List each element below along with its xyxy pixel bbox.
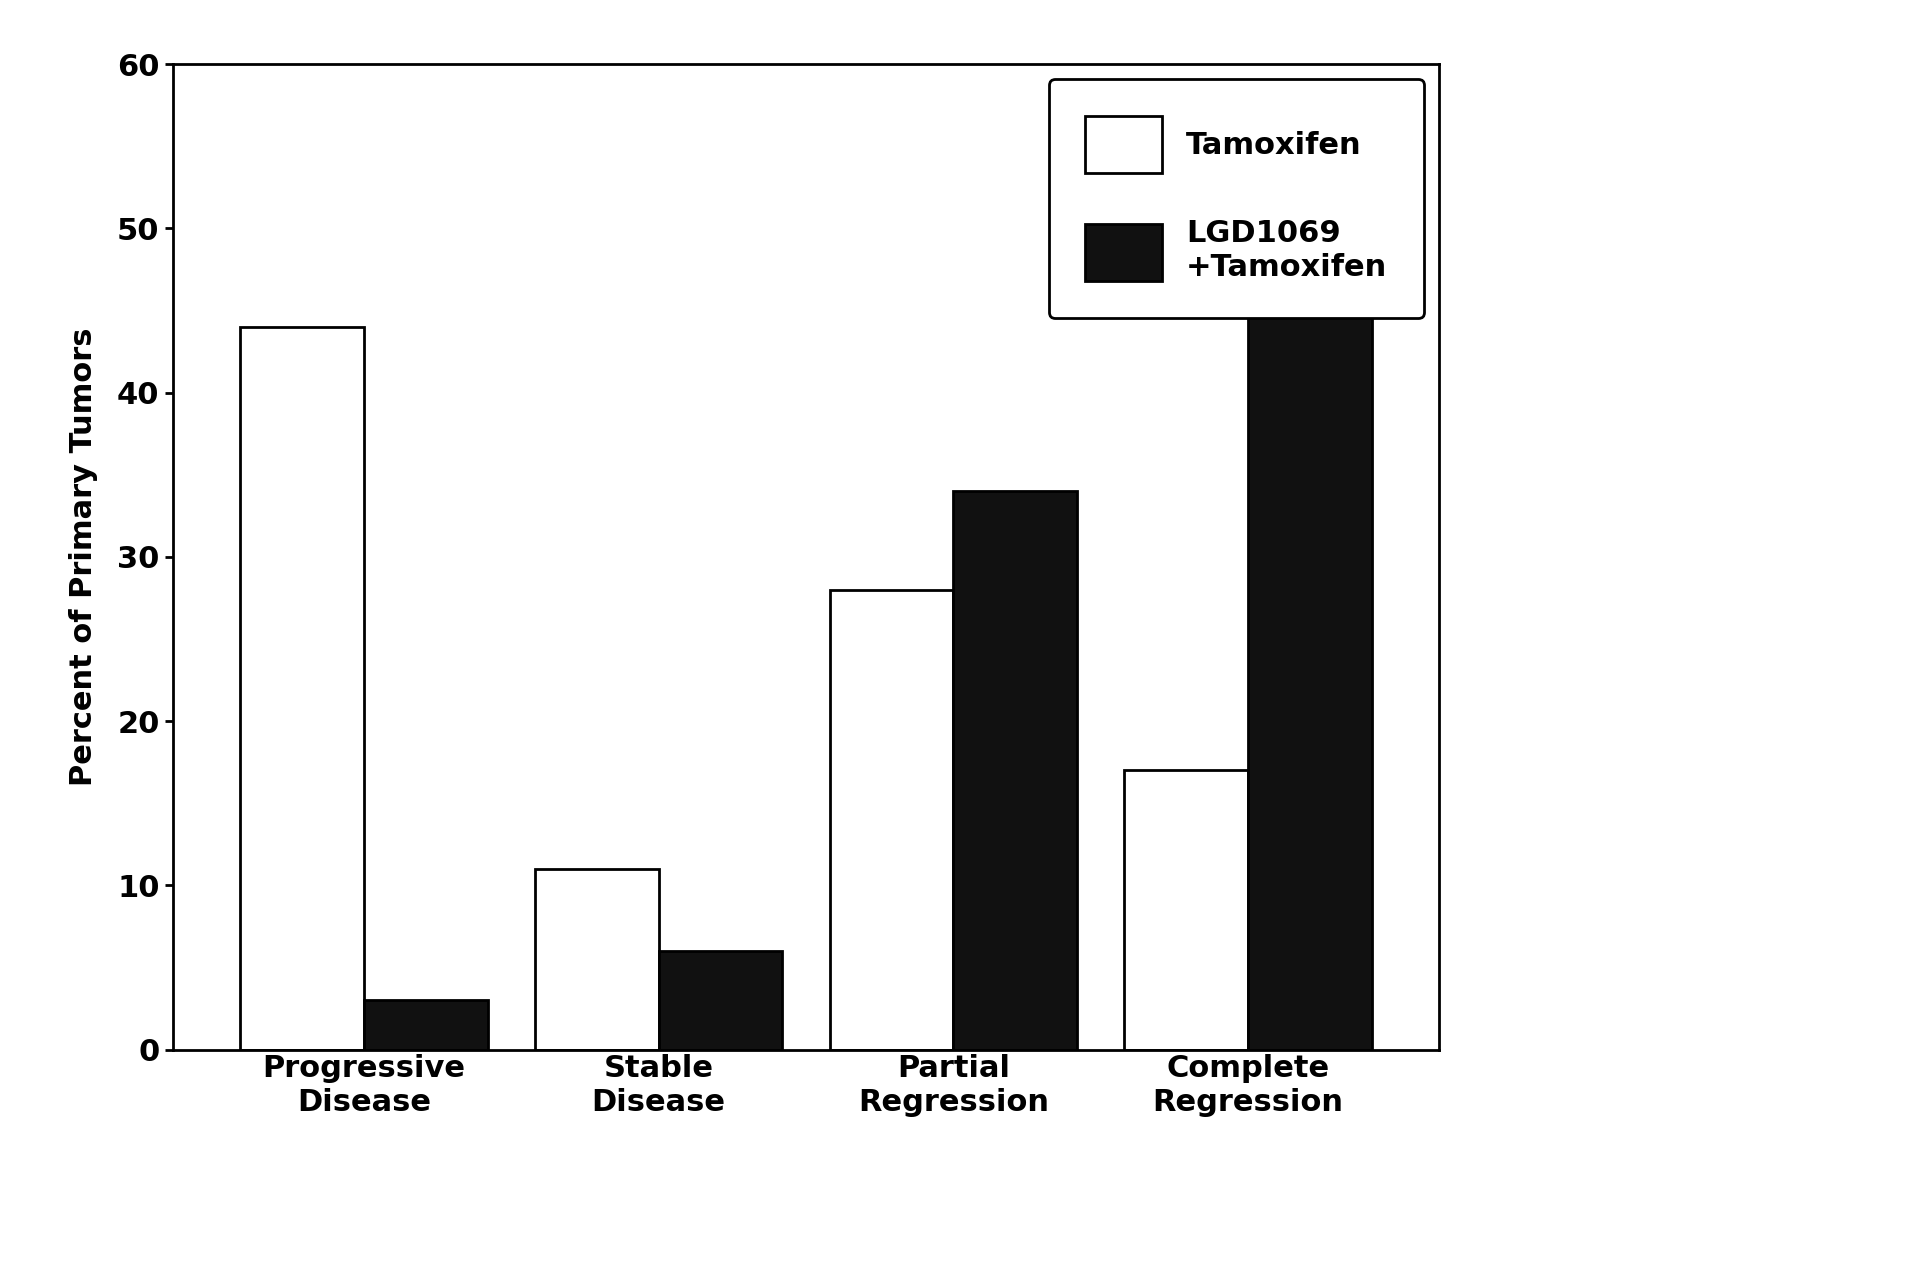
Y-axis label: Percent of Primary Tumors: Percent of Primary Tumors xyxy=(69,328,98,786)
Bar xyxy=(658,951,783,1050)
Bar xyxy=(535,869,658,1050)
Bar xyxy=(829,590,954,1050)
Legend: Tamoxifen, LGD1069
+Tamoxifen: Tamoxifen, LGD1069 +Tamoxifen xyxy=(1048,79,1424,319)
Bar xyxy=(240,326,365,1050)
Bar xyxy=(954,492,1077,1050)
Bar xyxy=(365,1001,487,1050)
Bar xyxy=(1125,771,1247,1050)
Bar xyxy=(1247,129,1372,1050)
